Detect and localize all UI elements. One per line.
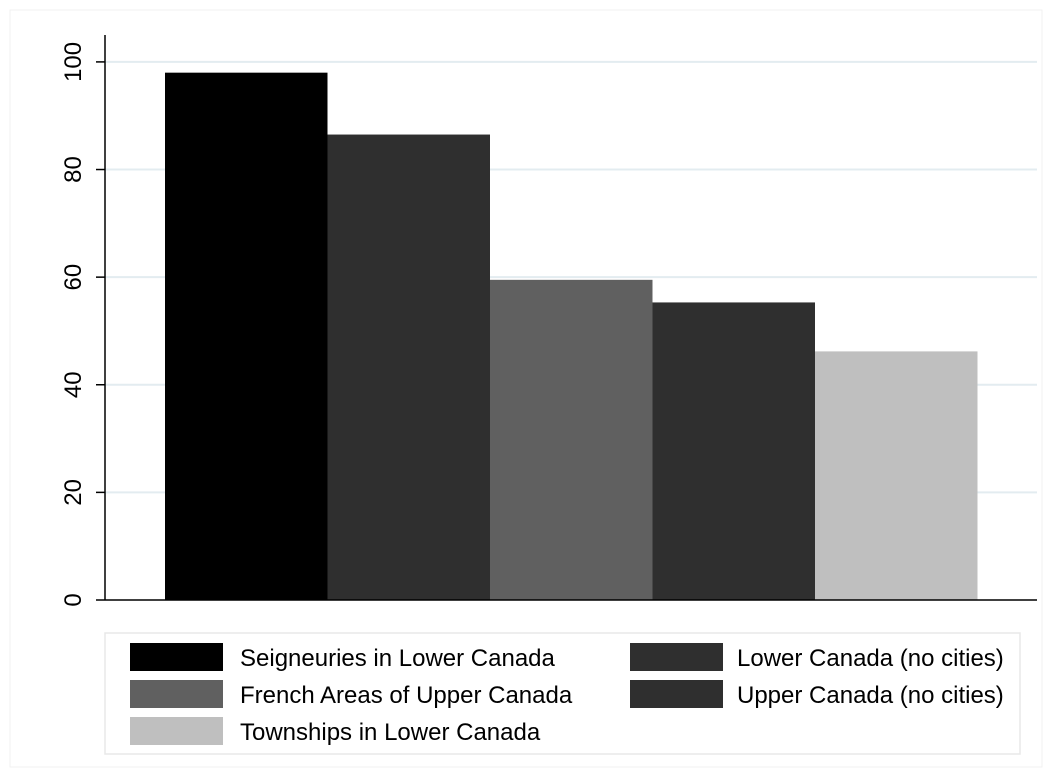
y-tick-label: 0 [60, 593, 87, 606]
bar-4 [652, 302, 815, 600]
legend-label-3: French Areas of Upper Canada [240, 682, 573, 709]
legend-label-4: Upper Canada (no cities) [737, 682, 1004, 709]
legend: Seigneuries in Lower Canada Lower Canada … [104, 632, 1021, 755]
legend-box [104, 632, 1021, 755]
legend-label-1: Seigneuries in Lower Canada [240, 645, 556, 672]
y-tick-label: 100 [60, 42, 87, 82]
y-tick-labels: 0 20 40 60 80 100 [60, 42, 87, 607]
legend-swatch-5 [130, 717, 223, 745]
y-tick-label: 80 [60, 156, 87, 183]
y-tick-label: 40 [60, 371, 87, 398]
axes [96, 35, 1037, 601]
legend-swatch-4 [630, 680, 723, 708]
legend-swatch-3 [130, 680, 223, 708]
bar-3 [490, 279, 653, 600]
y-tick-label: 20 [60, 479, 87, 506]
bar-2 [327, 134, 490, 601]
bar-5 [815, 351, 978, 600]
legend-swatch-2 [630, 643, 723, 671]
y-tick-label: 60 [60, 264, 87, 291]
legend-label-2: Lower Canada (no cities) [737, 645, 1004, 672]
bars [165, 72, 978, 601]
bar-1 [165, 72, 328, 600]
legend-swatch-1 [130, 643, 223, 671]
legend-label-5: Townships in Lower Canada [240, 719, 541, 746]
